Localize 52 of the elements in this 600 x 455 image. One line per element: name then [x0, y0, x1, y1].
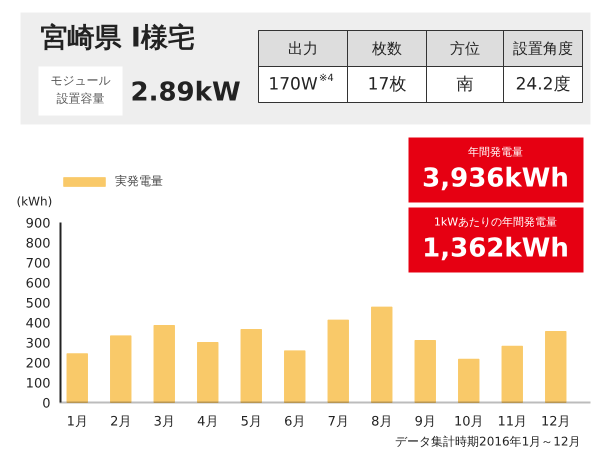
- x-tick-label: 1月: [66, 414, 88, 430]
- text: 3,936kWh: [422, 164, 569, 194]
- bar: [154, 325, 175, 403]
- bar: [110, 335, 132, 403]
- x-tick-label: 7月: [328, 414, 349, 430]
- x-tick-label: 4月: [197, 414, 218, 430]
- x-tick-label: 11月: [497, 414, 528, 430]
- x-tick-label: 5月: [240, 414, 262, 430]
- y-tick-label: 100: [26, 376, 51, 392]
- bar: [458, 358, 480, 403]
- text: モジュール: [50, 74, 110, 88]
- text: データ集計時期2016年1月～12月: [395, 434, 581, 448]
- x-tick-label: 3月: [154, 414, 175, 430]
- bar: [545, 331, 566, 403]
- bar: [328, 320, 349, 403]
- text: 枚数: [371, 40, 402, 58]
- y-axis-title: (kWh): [16, 194, 52, 208]
- y-tick-label: 900: [26, 216, 51, 232]
- text: 年間発電量: [468, 146, 523, 158]
- bar: [414, 340, 436, 403]
- y-tick-label: 700: [26, 256, 51, 272]
- annotation: 1,362kWh: [422, 234, 569, 264]
- x-tick-label: 6月: [284, 414, 306, 430]
- annotation: 1kWあたりの年間発電量: [434, 216, 558, 228]
- text: 2.89kW: [130, 78, 241, 108]
- y-tick-label: 800: [26, 236, 51, 252]
- x-tick-label: 9月: [414, 414, 436, 430]
- text: 南: [456, 74, 474, 94]
- y-tick-label: 600: [26, 276, 51, 292]
- text: 方位: [450, 40, 480, 58]
- bar: [240, 329, 262, 403]
- text: 設置角度: [513, 40, 573, 58]
- x-tick-label: 12月: [540, 414, 571, 430]
- y-tick-label: 0: [42, 396, 51, 412]
- y-tick-label: 200: [26, 356, 51, 372]
- x-tick-label: 8月: [371, 414, 392, 430]
- bar: [502, 346, 523, 403]
- y-tick-label: 300: [26, 336, 51, 352]
- x-tick-label: 10月: [454, 414, 484, 430]
- bar: [371, 306, 392, 403]
- chart-title: 宮崎県 I様宅: [40, 22, 195, 54]
- y-tick-label: 500: [26, 296, 51, 312]
- legend-label: 実発電量: [115, 173, 163, 190]
- text: 設置容量: [56, 92, 104, 106]
- y-tick-label: 400: [26, 316, 51, 332]
- bar: [197, 342, 218, 403]
- bar: [284, 350, 306, 403]
- x-tick-label: 2月: [110, 414, 132, 430]
- text: 出力: [288, 40, 318, 58]
- text: 24.2度: [516, 74, 570, 94]
- text: 17枚: [368, 74, 406, 94]
- bar: [66, 353, 88, 403]
